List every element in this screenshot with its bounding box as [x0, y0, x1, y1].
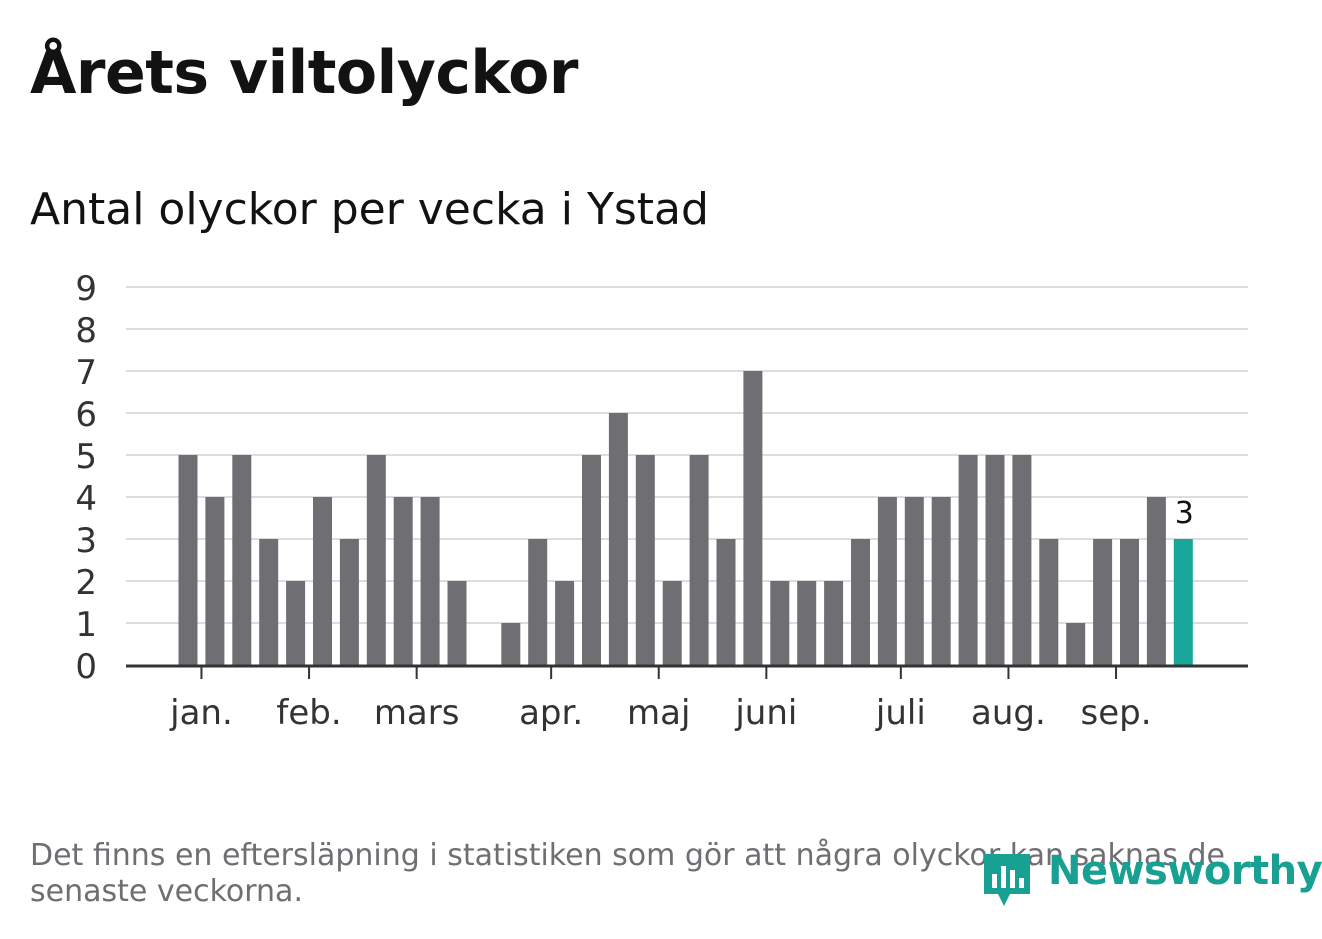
bar	[339, 539, 359, 665]
newsworthy-logo: Newsworthy	[980, 848, 1322, 910]
y-tick-label: 3	[75, 521, 97, 561]
bar	[366, 455, 386, 665]
bar	[1066, 623, 1086, 665]
bar	[824, 581, 844, 665]
x-tick-label: aug.	[971, 693, 1046, 733]
bar	[393, 497, 413, 665]
x-tick-label: juni	[734, 693, 797, 733]
bar	[877, 497, 897, 665]
y-tick-label: 5	[75, 437, 97, 477]
bar-highlight	[1173, 539, 1193, 665]
chart-title: Årets viltolyckor	[30, 38, 579, 108]
chart-subtitle: Antal olyckor per vecka i Ystad	[30, 184, 709, 235]
bar	[447, 581, 467, 665]
newsworthy-logo-text: Newsworthy	[1048, 848, 1322, 894]
bar	[313, 497, 332, 665]
y-tick-label: 8	[75, 311, 97, 351]
bar	[1093, 539, 1113, 665]
x-tick-label: apr.	[519, 693, 583, 733]
y-tick-label: 7	[75, 353, 97, 393]
y-tick-label: 0	[75, 647, 97, 687]
bar	[501, 623, 521, 665]
y-tick-label: 1	[75, 605, 97, 645]
newsworthy-logo-icon	[984, 854, 1030, 906]
bar	[178, 455, 198, 665]
data-label: 3	[1175, 496, 1194, 531]
y-tick-label: 2	[75, 563, 97, 603]
bar	[958, 455, 978, 665]
bar	[1012, 455, 1032, 665]
x-tick-label: mars	[374, 693, 460, 733]
bar	[259, 539, 279, 665]
bar	[985, 455, 1005, 665]
bar	[662, 581, 682, 665]
x-tick-label: juli	[875, 693, 926, 733]
bar	[205, 497, 225, 665]
bar	[608, 413, 628, 665]
bar	[555, 581, 575, 665]
bar	[797, 581, 817, 665]
bar	[582, 455, 601, 665]
bar	[420, 497, 440, 665]
bar	[528, 539, 548, 665]
y-tick-label: 6	[75, 395, 97, 435]
x-tick-label: sep.	[1081, 693, 1152, 733]
x-tick-label: jan.	[169, 693, 233, 733]
y-tick-label: 4	[75, 479, 97, 519]
bar	[851, 539, 870, 665]
bar	[232, 455, 252, 665]
bar	[1146, 497, 1166, 665]
bar	[689, 455, 709, 665]
y-tick-label: 9	[75, 269, 97, 309]
bar	[1039, 539, 1059, 665]
bar	[904, 497, 924, 665]
bar	[743, 371, 763, 665]
bar	[1120, 539, 1139, 665]
x-tick-label: maj	[627, 693, 690, 733]
bar	[716, 539, 736, 665]
bar	[286, 581, 306, 665]
x-tick-label: feb.	[276, 693, 341, 733]
bar	[770, 581, 790, 665]
bar	[635, 455, 655, 665]
bar	[931, 497, 951, 665]
